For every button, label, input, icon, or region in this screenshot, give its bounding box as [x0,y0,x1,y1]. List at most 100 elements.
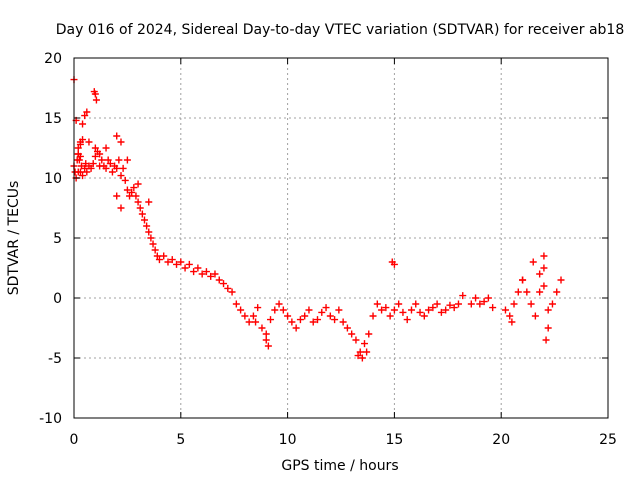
x-tick-label: 0 [70,432,79,448]
data-point [407,306,415,314]
data-point [145,228,153,236]
y-tick-label: -10 [39,411,62,427]
data-point [326,312,334,320]
x-tick-label: 25 [599,432,617,448]
data-point [96,162,104,170]
data-point [399,308,407,316]
data-point [136,204,144,212]
data-point [134,198,142,206]
axis-ticks [73,57,609,419]
data-point [123,186,131,194]
data-point [542,336,550,344]
data-point [228,288,236,296]
data-point [79,136,87,144]
data-point [198,270,206,278]
data-point [339,318,347,326]
data-point [348,330,356,338]
data-point [140,216,148,224]
y-tick-label: 0 [53,291,62,307]
data-point [429,304,437,312]
data-point [519,276,527,284]
data-point [232,300,240,308]
data-point [249,312,257,320]
data-point [143,222,151,230]
data-point [89,160,97,168]
data-point [75,156,83,164]
data-point [378,306,386,314]
data-point [536,270,544,278]
data-point [531,312,539,320]
data-point [553,288,561,296]
data-point [508,318,516,326]
data-point [81,112,89,120]
data-point [433,300,441,308]
data-point [113,132,121,140]
data-point [252,318,260,326]
data-point [115,156,123,164]
data-point [288,318,296,326]
y-tick-label: 10 [44,171,62,187]
data-point [425,306,433,314]
data-point [237,306,245,314]
data-point [501,306,509,314]
data-point [284,312,292,320]
data-point [117,204,125,212]
data-point [245,318,253,326]
data-point [87,164,95,172]
y-tick-labels: -10 -5 0 5 10 15 20 [39,51,62,427]
data-point [403,316,411,324]
data-point [271,306,279,314]
data-point [173,260,181,268]
data-point [153,252,161,260]
data-point [527,300,535,308]
data-point [102,164,110,172]
data-point [523,288,531,296]
data-point [262,336,270,344]
data-point [220,280,228,288]
data-point [85,138,93,146]
data-point [264,342,272,350]
data-point [472,294,480,302]
data-point [185,260,193,268]
data-point [149,240,157,248]
data-point [91,152,99,160]
data-point [322,304,330,312]
data-point [211,270,219,278]
data-point [360,340,368,348]
data-point [544,324,552,332]
data-point [83,168,91,176]
data-point [194,264,202,272]
data-point [369,312,377,320]
data-point [207,272,215,280]
y-tick-label: 20 [44,51,62,67]
y-tick-label: 15 [44,111,62,127]
data-point [363,348,371,356]
data-point [309,318,317,326]
data-point [459,292,467,300]
data-point [390,260,398,268]
y-tick-label: -5 [48,351,62,367]
data-point [134,180,142,188]
data-point [241,312,249,320]
data-point [510,300,518,308]
data-point [224,284,232,292]
data-point [91,90,99,98]
data-point [81,164,89,172]
data-point [416,308,424,316]
data-point [76,152,84,160]
data-point [437,308,445,316]
x-tick-label: 20 [492,432,510,448]
data-point [548,300,556,308]
data-point [123,156,131,164]
data-point [117,138,125,146]
chart-title: Day 016 of 2024, Sidereal Day-to-day VTE… [56,22,625,38]
data-point [386,312,394,320]
data-point [155,256,163,264]
data-point [442,306,450,314]
data-point [181,264,189,272]
data-point [476,300,484,308]
data-point [202,268,210,276]
data-point [132,192,140,200]
data-point [275,300,283,308]
data-point [446,301,454,309]
